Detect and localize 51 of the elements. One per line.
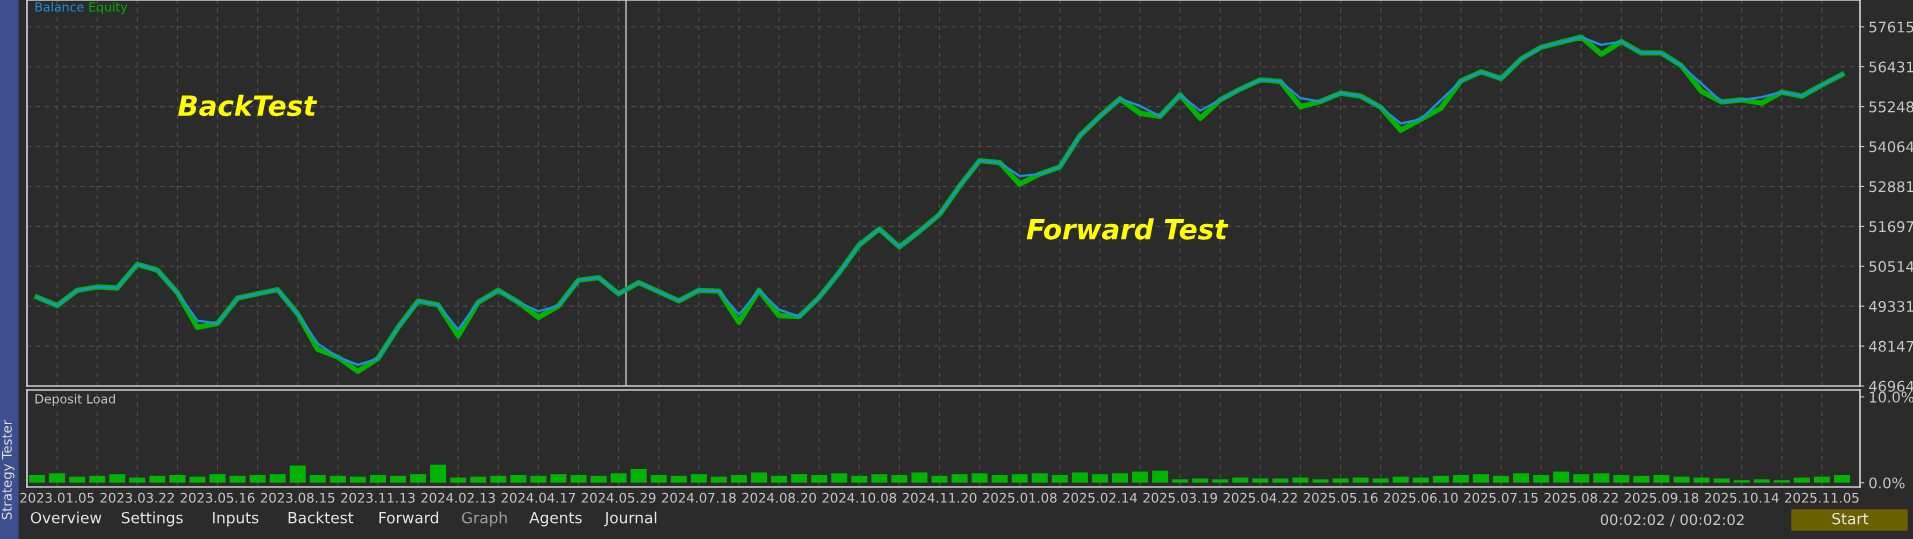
x-tick-label: 2023.03.22 xyxy=(100,492,174,503)
y-tick-label: 52881 xyxy=(1869,181,1913,193)
x-tick-label: 2025.06.10 xyxy=(1384,492,1458,503)
x-tick-label: 2023.08.15 xyxy=(260,492,335,503)
y-tick-label: 54064 xyxy=(1869,141,1913,153)
y-tick-label: 56431 xyxy=(1869,61,1913,73)
x-tick-label: 2024.11.20 xyxy=(902,492,977,503)
x-tick-label: 2025.01.08 xyxy=(982,492,1057,503)
x-tick-label: 2025.11.05 xyxy=(1785,492,1859,503)
y-tick-label: 55248 xyxy=(1869,101,1913,113)
y-tick-label: 49331 xyxy=(1869,300,1913,312)
chart-title: Deposit Load xyxy=(35,393,115,406)
text: Journal xyxy=(604,511,657,527)
x-tick-label: 2023.11.13 xyxy=(341,492,415,503)
x-tick-label: 2023.05.16 xyxy=(180,492,255,503)
x-tick-label: 2025.02.14 xyxy=(1063,492,1137,503)
y-tick-label: 50514 xyxy=(1869,261,1913,273)
x-tick-label: 2024.05.29 xyxy=(581,492,656,503)
text: Start xyxy=(1832,512,1869,525)
y-tick-label: 46964 xyxy=(1869,380,1913,392)
x-tick-label: 2023.01.05 xyxy=(20,492,94,503)
x-tick-label: 2024.10.08 xyxy=(822,492,897,503)
y-tick-label: 48147 xyxy=(1869,340,1913,352)
text: Balance xyxy=(35,1,84,12)
text: Agents xyxy=(529,512,582,527)
text: Overview xyxy=(30,511,102,524)
y-tick-label: 51697 xyxy=(1869,221,1913,233)
x-tick-label: 2025.08.22 xyxy=(1544,492,1618,503)
x-tick-label: 2024.04.17 xyxy=(501,492,576,503)
x-tick-label: 2025.07.15 xyxy=(1464,492,1538,503)
x-tick-label: 2025.04.22 xyxy=(1223,492,1297,503)
annotation: Forward Test xyxy=(1026,218,1229,240)
annotation: BackTest xyxy=(178,94,318,117)
text: Strategy Tester xyxy=(1,419,15,520)
x-tick-label: 2025.05.16 xyxy=(1303,492,1378,503)
text: Settings xyxy=(121,511,183,527)
x-tick-label: 2024.02.13 xyxy=(421,492,495,503)
x-tick-label: 2025.09.18 xyxy=(1624,492,1699,503)
text: Inputs xyxy=(213,512,259,527)
x-tick-label: 2024.08.20 xyxy=(742,492,816,503)
text: Backtest xyxy=(288,511,354,524)
x-tick-label: 2024.07.18 xyxy=(662,492,736,503)
text: 00:02:02 / 00:02:02 xyxy=(1600,514,1744,527)
x-tick-label: 2025.03.19 xyxy=(1143,492,1217,503)
text: Graph xyxy=(462,511,507,527)
x-tick-label: 2025.10.14 xyxy=(1704,492,1779,503)
text: Forward xyxy=(379,511,439,524)
y-tick-label: 0.0% xyxy=(1869,477,1905,489)
text: Equity xyxy=(89,1,128,15)
y-tick-label: 57615 xyxy=(1869,21,1913,33)
y-tick-label: 10.0% xyxy=(1869,391,1913,403)
